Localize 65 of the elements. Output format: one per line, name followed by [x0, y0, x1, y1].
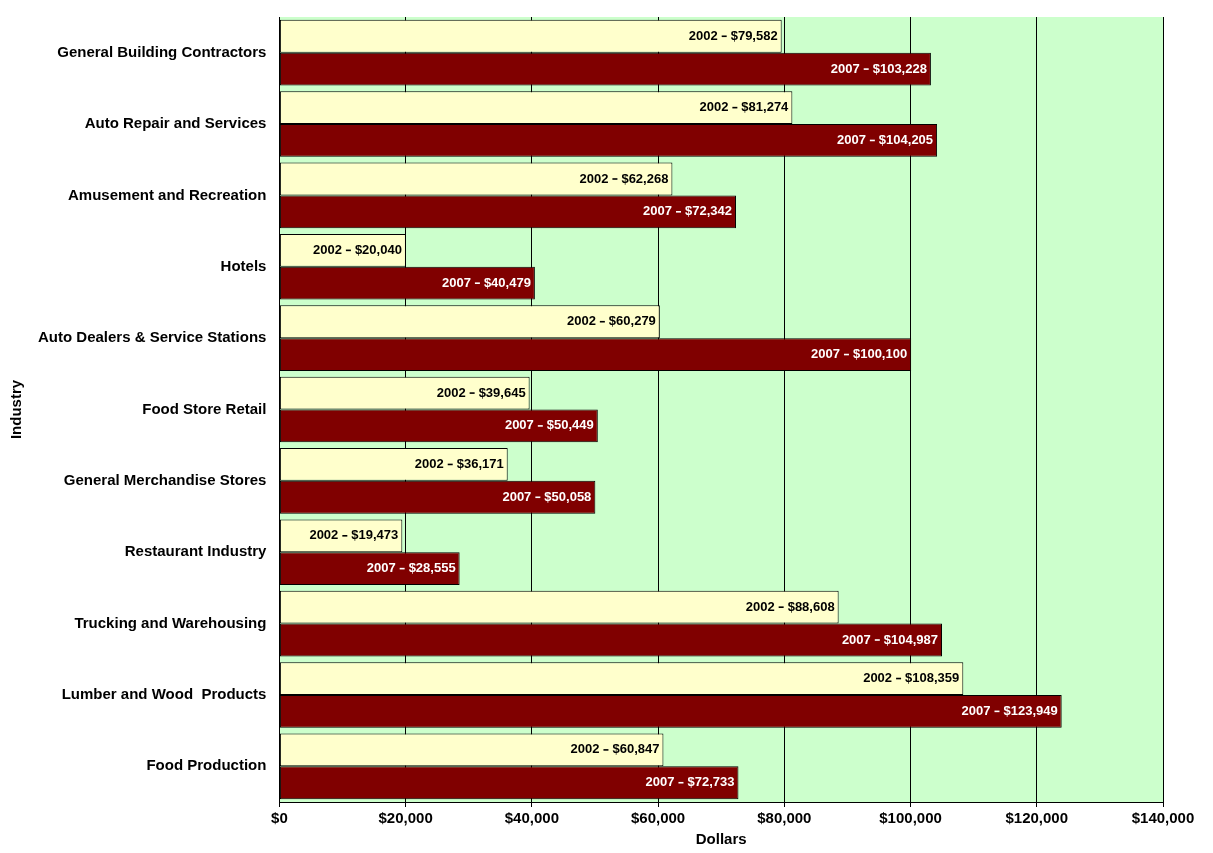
text: 2007: [504, 417, 534, 433]
data-label: $104,987: [883, 631, 939, 647]
text: 2002: [579, 170, 609, 186]
y-tick-label: Food Production: [146, 756, 267, 774]
x-tick-label: $140,000: [1131, 809, 1195, 827]
text: 2007: [836, 132, 866, 148]
x-tick-label: $20,000: [378, 809, 433, 827]
data-label: $104,205: [878, 132, 934, 148]
text: 2007: [961, 702, 991, 718]
data-label: $19,473: [351, 527, 399, 543]
data-label: $60,847: [612, 741, 660, 757]
text: 2007: [841, 631, 871, 647]
text: 2002: [570, 741, 600, 757]
x-tick-label: $120,000: [1005, 809, 1069, 827]
data-label: $50,449: [546, 417, 594, 433]
y-axis-title: Industry: [7, 379, 25, 440]
data-label: $123,949: [1003, 702, 1058, 718]
y-tick-label: Amusement and Recreation: [68, 185, 267, 203]
text: 2002: [309, 527, 339, 543]
data-label: $50,058: [544, 488, 592, 504]
data-label: $79,582: [730, 27, 778, 43]
x-tick-label: $0: [271, 809, 288, 827]
y-tick-label: General Merchandise Stores: [63, 471, 267, 488]
data-label: $20,040: [354, 241, 402, 257]
y-tick-label: General Building Contractors: [57, 42, 267, 60]
series-label: 2002: [414, 456, 444, 472]
data-label: $103,228: [872, 60, 927, 76]
text: 2002: [688, 27, 718, 43]
x-tick-label: $40,000: [504, 809, 559, 827]
y-tick-label: Restaurant Industry: [124, 542, 268, 560]
series-label: 2007: [645, 774, 675, 790]
y-tick-label: Auto Repair and Services: [84, 114, 267, 132]
text: 2007: [830, 60, 860, 76]
text: 2007: [502, 488, 532, 504]
data-label: $39,645: [478, 384, 526, 400]
text: 2002: [312, 241, 342, 257]
data-label: $100,100: [852, 346, 908, 362]
text: 2007: [811, 346, 840, 362]
data-label: $62,268: [621, 170, 669, 186]
text: 2007: [643, 203, 672, 219]
text: 2002: [699, 99, 729, 115]
data-label: $88,608: [787, 598, 835, 614]
text: 2007: [366, 560, 396, 576]
y-tick-label: Food Store Retail: [142, 399, 267, 417]
text: 2002: [566, 313, 596, 329]
data-label: $108,359: [905, 670, 960, 686]
text: 2002: [863, 670, 893, 686]
data-label: $36,171: [456, 456, 504, 472]
x-tick-label: $100,000: [879, 809, 942, 827]
text: 2007: [441, 274, 471, 290]
data-label: $40,479: [483, 274, 531, 290]
y-tick-label: Auto Dealers & Service Stations: [37, 328, 267, 346]
y-tick-label: Hotels: [220, 256, 267, 274]
x-tick-label: $60,000: [630, 809, 686, 827]
y-tick-label: Lumber and Wood Products: [61, 685, 267, 703]
data-label: $81,274: [741, 99, 790, 115]
text: 2002: [745, 598, 775, 614]
text: 2002: [436, 384, 466, 400]
x-axis-title: Dollars: [695, 830, 747, 848]
x-tick-label: $80,000: [757, 809, 812, 827]
data-label: $60,279: [608, 313, 656, 329]
data-label: $72,733: [687, 774, 735, 790]
data-label: $72,342: [684, 203, 732, 219]
y-tick-label: Trucking and Warehousing: [74, 613, 267, 631]
data-label: $28,555: [408, 560, 456, 576]
